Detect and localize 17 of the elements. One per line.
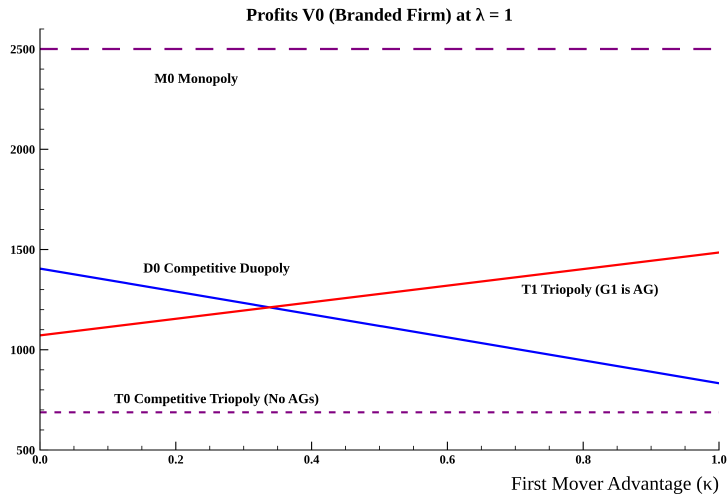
y-tick-label: 2000: [10, 145, 35, 154]
series-label: T1 Triopoly (G1 is AG): [522, 284, 658, 297]
x-axis-title: First Mover Advantage (κ): [512, 476, 718, 494]
x-tick-label: 0.8: [576, 455, 591, 464]
x-tick-label: 0.6: [440, 455, 455, 464]
x-tick-label: 0.2: [168, 455, 184, 464]
chart-title: Profits V0 (Branded Firm) at λ = 1: [246, 8, 512, 25]
x-tick-label: 0.4: [304, 455, 320, 464]
y-tick-label: 500: [16, 446, 35, 454]
series-label: D0 Competitive Duopoly: [143, 262, 290, 276]
y-tick-label: 1500: [11, 246, 35, 254]
y-tick-label: 1000: [11, 346, 35, 354]
x-tick-label: 0.0: [32, 455, 48, 464]
x-tick-label: 1.0: [712, 455, 726, 464]
ref-line-label: T0 Competitive Triopoly (No AGs): [114, 393, 318, 406]
ref-line-label: M0 Monopoly: [154, 73, 238, 86]
y-tick-label: 2500: [10, 45, 35, 54]
